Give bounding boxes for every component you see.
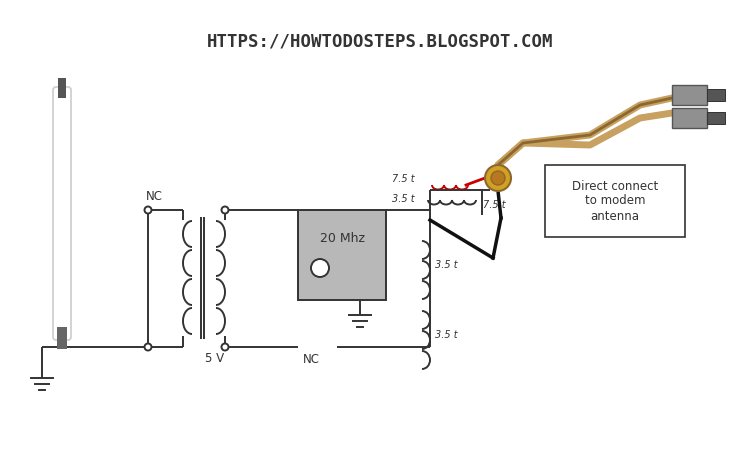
Bar: [298, 210, 386, 300]
Text: Direct connect
to modem
antenna: Direct connect to modem antenna: [572, 180, 658, 222]
Circle shape: [491, 171, 505, 185]
Circle shape: [145, 207, 152, 213]
Circle shape: [221, 343, 229, 351]
Circle shape: [311, 259, 329, 277]
Bar: [545, 165, 685, 237]
Text: HTTPS://HOWTODOSTEPS.BLOGSPOT.COM: HTTPS://HOWTODOSTEPS.BLOGSPOT.COM: [207, 33, 554, 51]
Text: 3.5 t: 3.5 t: [435, 260, 457, 270]
Text: 3.5 t: 3.5 t: [392, 194, 415, 204]
Circle shape: [485, 165, 511, 191]
Bar: [672, 85, 707, 105]
FancyBboxPatch shape: [53, 87, 71, 340]
Text: 5 V: 5 V: [206, 352, 224, 365]
Text: 7.5 t: 7.5 t: [392, 174, 415, 184]
Text: 7.5 t: 7.5 t: [483, 200, 506, 210]
Text: 3.5 t: 3.5 t: [435, 330, 457, 340]
Bar: [707, 89, 725, 101]
Text: 20 Mhz: 20 Mhz: [320, 231, 364, 244]
Bar: [58, 78, 66, 98]
Text: NC: NC: [146, 190, 163, 203]
Bar: [672, 108, 707, 128]
Circle shape: [221, 207, 229, 213]
Text: NC: NC: [303, 353, 320, 366]
Bar: [57, 327, 67, 349]
Bar: [707, 112, 725, 124]
Circle shape: [145, 343, 152, 351]
